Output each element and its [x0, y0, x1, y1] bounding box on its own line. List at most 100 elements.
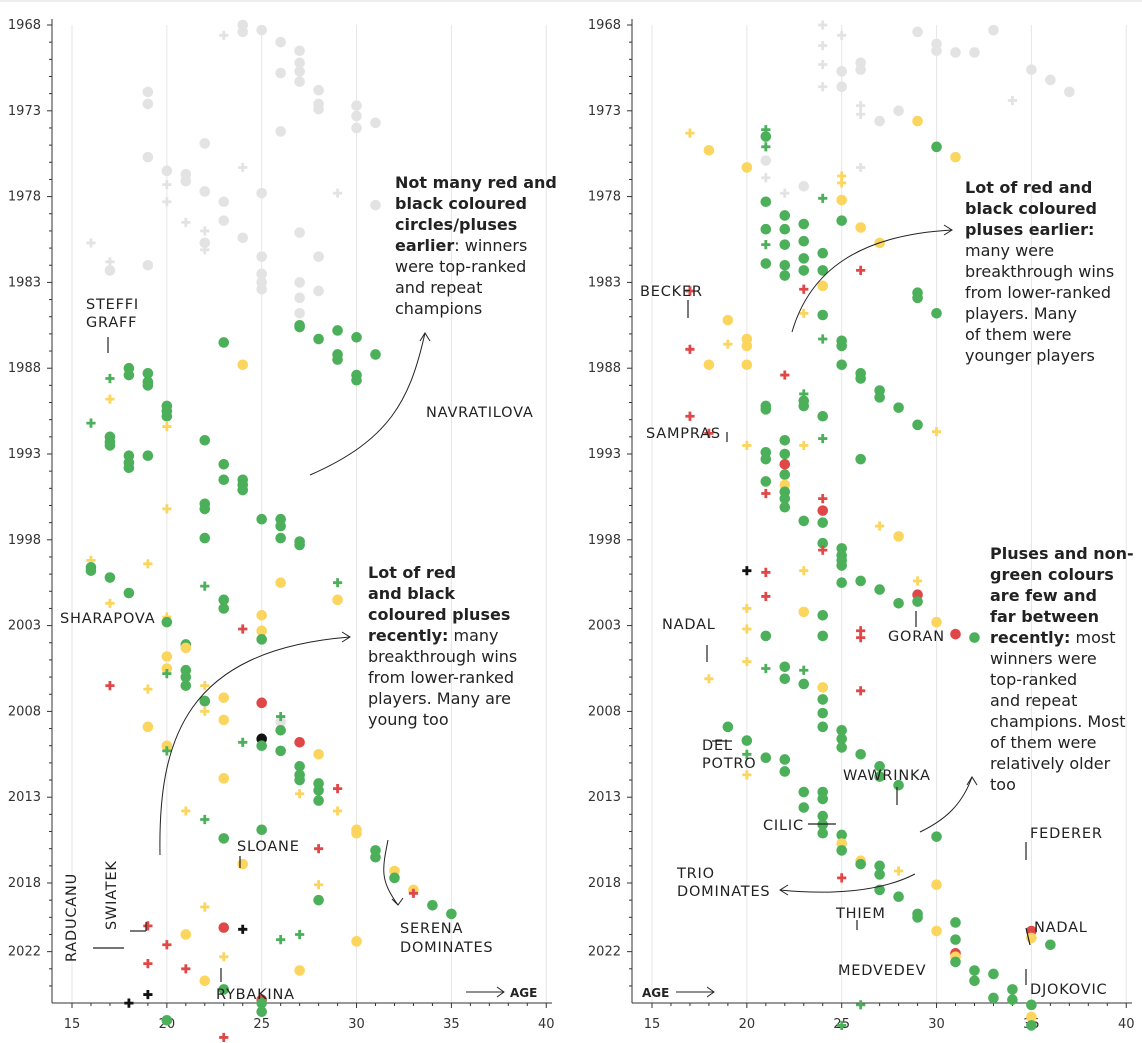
champion-point-plus — [200, 681, 210, 691]
y-tick-label: 1998 — [8, 533, 41, 548]
champion-point-circle — [351, 374, 362, 386]
champion-point-circle — [817, 265, 829, 276]
champion-point-plus — [200, 706, 210, 716]
champion-point-plus — [408, 888, 419, 898]
x-axis-title: AGE — [510, 986, 537, 1000]
champion-point-circle — [256, 283, 268, 295]
champion-point-plus — [105, 681, 115, 691]
champion-point-circle — [912, 292, 923, 304]
champion-point-circle — [275, 126, 286, 137]
champion-point-circle — [912, 596, 923, 607]
champion-point-circle — [969, 965, 980, 976]
champion-point-circle — [199, 975, 211, 987]
champion-point-circle — [294, 307, 305, 319]
y-tick-label: 1988 — [588, 361, 621, 376]
champion-point-circle — [988, 968, 999, 980]
champion-point-circle — [931, 45, 942, 57]
champion-point-circle — [893, 891, 904, 903]
champion-point-plus — [314, 880, 324, 890]
champion-point-plus — [818, 545, 828, 555]
champion-point-circle — [760, 196, 772, 208]
champion-point-plus — [742, 624, 752, 634]
annotation-regular: breakthrough wins — [965, 262, 1114, 281]
champion-point-circle — [817, 694, 829, 705]
champion-point-plus — [143, 921, 153, 931]
champion-point-circle — [218, 337, 230, 348]
champion-point-plus — [1007, 95, 1018, 106]
champion-point-circle — [256, 610, 268, 621]
player-label: TRIO — [676, 866, 715, 882]
annotation-text: Lot of red and black coloured pluses earli… — [965, 178, 1114, 365]
player-label: MEDVEDEV — [838, 963, 926, 979]
y-tick-label: 2008 — [588, 704, 621, 719]
champion-point-circle — [798, 515, 810, 527]
champion-point-plus — [856, 686, 866, 696]
champion-point-circle — [142, 721, 154, 733]
champion-point-circle — [104, 265, 116, 276]
champion-point-plus — [162, 504, 172, 514]
champion-point-plus — [238, 624, 248, 634]
x-tick-label: 15 — [64, 1017, 81, 1032]
champion-point-circle — [351, 936, 362, 947]
annotation-regular: young too — [368, 710, 449, 729]
champion-point-circle — [237, 232, 249, 244]
champion-point-circle — [874, 761, 885, 772]
champion-point-circle — [180, 929, 192, 940]
champion-point-circle — [836, 359, 847, 371]
champion-point-circle — [836, 724, 847, 736]
champion-point-circle — [313, 103, 324, 115]
annotation-regular: relatively older — [990, 754, 1111, 773]
champion-point-circle — [836, 829, 847, 841]
champion-point-plus — [856, 101, 866, 111]
champion-point-plus — [856, 109, 866, 119]
champion-point-circle — [836, 194, 847, 206]
champion-point-circle — [218, 773, 230, 784]
annotation-regular: most — [1070, 628, 1115, 647]
champion-point-circle — [855, 453, 866, 465]
champion-point-circle — [218, 474, 230, 486]
champion-point-circle — [760, 258, 772, 269]
champion-point-circle — [912, 419, 923, 431]
champion-point-circle — [275, 577, 286, 588]
y-tick-label: 2013 — [8, 790, 41, 805]
champion-point-circle — [256, 634, 268, 645]
champion-point-circle — [427, 900, 438, 911]
champion-point-circle — [199, 138, 211, 149]
champion-point-circle — [294, 774, 305, 786]
annotation-arrowhead — [943, 224, 953, 236]
champion-point-circle — [351, 110, 362, 122]
y-tick-label: 1973 — [588, 104, 621, 119]
champion-point-plus — [723, 339, 733, 349]
champion-point-plus — [742, 566, 752, 576]
champion-point-circle — [313, 84, 324, 96]
champion-point-plus — [200, 245, 210, 255]
champion-point-circle — [836, 560, 847, 571]
champion-point-circle — [1007, 994, 1018, 1005]
champion-point-plus — [742, 440, 752, 451]
annotation-regular: were top-ranked — [395, 257, 526, 276]
champion-point-circle — [760, 223, 772, 235]
champion-point-circle — [180, 175, 192, 187]
champion-point-circle — [950, 956, 961, 968]
champion-point-plus — [332, 578, 343, 588]
champion-point-circle — [275, 716, 286, 727]
champion-point-plus — [219, 1032, 229, 1043]
champion-point-circle — [123, 369, 135, 381]
champion-point-plus — [894, 866, 904, 876]
champion-point-circle — [275, 745, 286, 757]
champion-point-plus — [200, 226, 210, 236]
annotation-arrowhead — [779, 884, 789, 896]
champion-point-plus — [761, 663, 771, 674]
champion-point-circle — [931, 831, 942, 842]
annotation-regular: players. Many are — [368, 689, 511, 708]
champion-point-circle — [950, 628, 961, 640]
champion-point-circle — [836, 340, 847, 352]
champion-point-plus — [143, 959, 153, 969]
annotation-regular: of them were — [965, 325, 1071, 344]
champion-point-plus — [856, 633, 866, 643]
champion-point-circle — [874, 869, 885, 880]
x-tick-label: 40 — [538, 1017, 555, 1032]
champion-point-circle — [161, 165, 173, 177]
champion-point-circle — [1026, 64, 1037, 75]
champion-point-circle — [931, 879, 942, 891]
